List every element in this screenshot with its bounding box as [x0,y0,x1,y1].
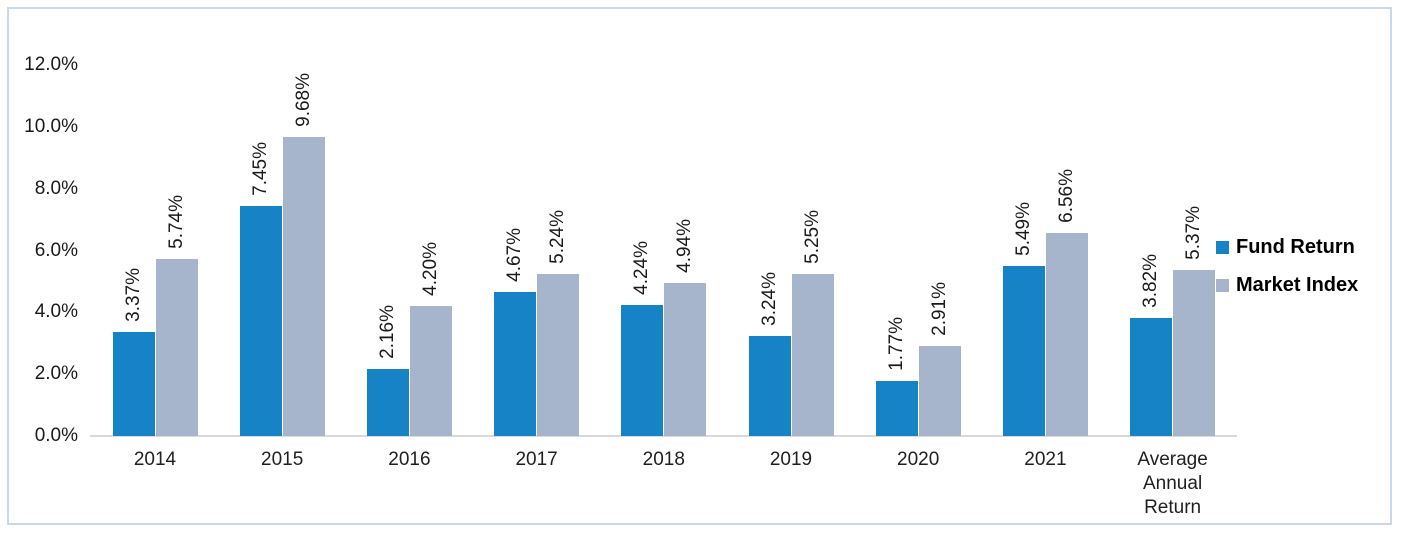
y-axis-tick-label-0-0: 0.0% [34,425,78,446]
data-label-fund-return-2018: 4.24% [631,241,653,295]
bar-market-index-2019 [791,273,834,436]
bar-market-index-2015 [282,136,325,436]
data-label-market-index-2019: 5.25% [801,209,823,264]
bar-market-index-2018 [664,283,707,436]
y-axis-tick-label-8-0: 8.0% [34,177,78,199]
legend-label-market-index: Market Index [1236,274,1359,296]
bar-market-index-2014 [155,258,198,436]
legend-item-market-index: Market Index [1216,274,1358,297]
legend: Fund Return Market Index [1216,236,1358,312]
bar-market-index-average-annual-return [1173,269,1216,436]
y-axis-tick-label-10-0: 10.0% [24,115,78,137]
y-axis-tick-label-4-0: 4.0% [34,301,78,323]
x-axis-label-average-annual-return: Average Annual Return [1137,449,1208,518]
x-axis-label-2016: 2016 [388,449,431,470]
y-axis-tick-label-6-0: 6.0% [34,239,78,261]
x-axis-label-2018: 2018 [642,449,685,470]
data-label-market-index-2018: 4.94% [674,219,696,274]
data-label-market-index-2021: 6.56% [1055,169,1077,224]
bar-market-index-2017 [537,273,580,436]
bar-fund-return-2021 [1002,266,1045,436]
data-label-market-index-2020: 2.91% [928,282,950,337]
bar-fund-return-2017 [494,291,537,436]
x-axis-label-2020: 2020 [897,449,940,470]
bar-fund-return-2020 [875,381,918,436]
bar-market-index-2020 [918,346,961,436]
legend-label-fund-return: Fund Return [1236,236,1355,258]
data-label-market-index-2015: 9.68% [292,72,314,127]
data-label-fund-return-2014: 3.37% [122,267,144,322]
bar-market-index-2021 [1045,233,1088,436]
data-label-market-index-average-annual-return: 5.37% [1183,206,1205,260]
legend-swatch-market-index-icon [1216,279,1229,292]
x-axis-label-2014: 2014 [133,449,177,470]
data-label-fund-return-2019: 3.24% [758,271,780,326]
y-axis-tick-label-2-0: 2.0% [34,363,78,385]
legend-item-fund-return: Fund Return [1216,236,1358,259]
x-axis-label-2015: 2015 [261,449,304,470]
y-axis-tick-label-12-0: 12.0% [24,54,78,75]
legend-swatch-fund-return-icon [1216,241,1229,254]
data-label-fund-return-2017: 4.67% [504,227,526,282]
x-axis-line [90,435,1237,437]
data-label-fund-return-2021: 5.49% [1012,202,1034,257]
data-label-market-index-2016: 4.20% [419,242,441,297]
bar-market-index-2016 [409,306,452,436]
data-label-fund-return-2015: 7.45% [249,141,271,196]
bar-fund-return-2016 [366,369,409,436]
x-axis-label-2017: 2017 [515,449,558,470]
x-axis-label-2019: 2019 [769,449,813,470]
data-label-fund-return-2020: 1.77% [885,317,907,372]
bar-fund-return-average-annual-return [1130,317,1173,436]
bar-fund-return-2014 [112,331,155,436]
bar-fund-return-2015 [239,205,282,436]
data-label-fund-return-average-annual-return: 3.82% [1140,254,1162,308]
bar-fund-return-2018 [621,304,664,436]
data-label-market-index-2014: 5.74% [165,194,187,249]
data-label-market-index-2017: 5.24% [547,210,569,264]
bar-fund-return-2019 [748,335,791,436]
data-label-fund-return-2016: 2.16% [376,305,398,360]
x-axis-label-2021: 2021 [1024,449,1067,470]
